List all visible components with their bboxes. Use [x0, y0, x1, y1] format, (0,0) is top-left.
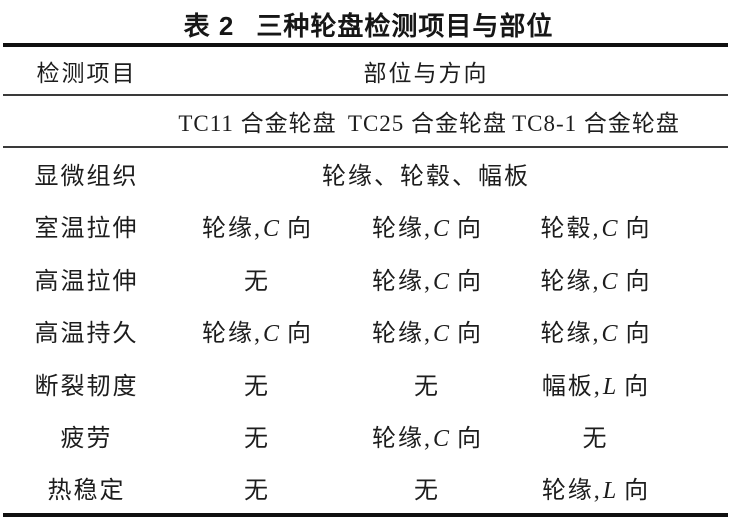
- header-row-columns: TC11 合金轮盘 TC25 合金轮盘 TC8-1 合金轮盘: [3, 95, 728, 148]
- direction-variable: C: [432, 268, 449, 295]
- direction-variable: C: [262, 321, 279, 348]
- table-row-fracture-toughness: 断裂韧度 无 无 幅板,L 向: [3, 357, 728, 410]
- header-inspection-item: 检测项目: [3, 45, 170, 96]
- direction-variable: C: [601, 216, 618, 243]
- table-row-thermal-stability: 热稳定 无 无 轮缘,L 向: [3, 462, 728, 515]
- direction-variable: C: [432, 426, 449, 453]
- data-cell: 轮缘,C 向: [371, 268, 483, 295]
- header-tc11-disc: TC11 合金轮盘: [170, 95, 345, 148]
- direction-variable: L: [602, 477, 617, 504]
- direction-variable: [270, 478, 271, 504]
- data-cell: 无: [414, 373, 441, 400]
- direction-variable: [440, 374, 441, 400]
- row-label: 高温持久: [34, 321, 139, 348]
- header-tc25-disc: TC25 合金轮盘: [345, 95, 510, 148]
- direction-variable: C: [432, 321, 449, 348]
- direction-variable: C: [601, 321, 618, 348]
- data-cell: 轮缘,C 向: [540, 321, 652, 348]
- data-cell: 无: [244, 426, 271, 453]
- data-cell: 轮缘,C 向: [201, 216, 313, 243]
- direction-variable: [609, 426, 610, 452]
- data-cell: 无: [582, 426, 610, 453]
- data-cell: 轮缘,C 向: [540, 268, 652, 295]
- inspection-table: 检测项目 部位与方向 TC11 合金轮盘 TC25 合金轮盘 TC8-1 合金轮…: [3, 43, 728, 517]
- data-cell: 轮缘,L 向: [541, 477, 651, 504]
- data-cell: 幅板,L 向: [541, 373, 651, 400]
- table-row-high-temp-tensile: 高温拉伸 无 轮缘,C 向 轮缘,C 向: [3, 252, 728, 305]
- direction-variable: C: [601, 268, 618, 295]
- data-cell: 轮毂,C 向: [540, 216, 652, 243]
- header-row-group: 检测项目 部位与方向: [3, 45, 728, 96]
- table-caption: 三种轮盘检测项目与部位: [256, 11, 554, 41]
- direction-variable: [440, 478, 441, 504]
- table-title: 表 2 三种轮盘检测项目与部位: [0, 6, 737, 43]
- data-cell: 无: [244, 477, 271, 504]
- row-label: 显微组织: [34, 164, 139, 191]
- row-label: 疲劳: [60, 426, 113, 453]
- direction-variable: C: [432, 216, 449, 243]
- row-label: 室温拉伸: [34, 216, 139, 243]
- table-row-room-temp-tensile: 室温拉伸 轮缘,C 向 轮缘,C 向 轮毂,C 向: [3, 200, 728, 253]
- data-cell: 无: [244, 373, 271, 400]
- data-cell: 轮缘,C 向: [371, 216, 483, 243]
- header-location-direction: 部位与方向: [170, 45, 728, 96]
- row-label: 高温拉伸: [34, 268, 139, 295]
- row-label: 断裂韧度: [34, 373, 139, 400]
- data-cell: 无: [244, 268, 271, 295]
- direction-variable: C: [262, 216, 279, 243]
- table-row-high-temp-endurance: 高温持久 轮缘,C 向 轮缘,C 向 轮缘,C 向: [3, 305, 728, 358]
- data-cell: 轮缘,C 向: [371, 426, 483, 453]
- data-cell: 轮缘,C 向: [371, 321, 483, 348]
- table-row-microstructure: 显微组织 轮缘、轮毂、幅板: [3, 147, 728, 200]
- direction-variable: [270, 426, 271, 452]
- table-number: 表 2: [183, 11, 235, 41]
- data-cell: 轮缘,C 向: [201, 321, 313, 348]
- table-row-fatigue: 疲劳 无 轮缘,C 向 无: [3, 410, 728, 463]
- direction-variable: [270, 269, 271, 295]
- data-cell: 无: [414, 477, 441, 504]
- row-label: 热稳定: [47, 477, 126, 504]
- header-tc8-1-disc: TC8-1 合金轮盘: [510, 95, 728, 148]
- direction-variable: [270, 374, 271, 400]
- header-empty-cell: [3, 95, 170, 148]
- direction-variable: L: [602, 373, 617, 400]
- span-cell: 轮缘、轮毂、幅板: [322, 164, 530, 191]
